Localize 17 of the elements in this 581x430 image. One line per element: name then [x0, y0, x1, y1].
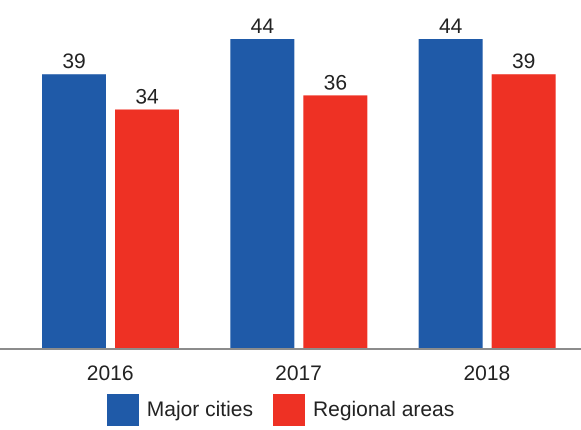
x-tick-label: 2018: [463, 362, 510, 385]
data-label: 44: [250, 15, 274, 38]
data-label: 34: [135, 85, 159, 108]
bar: [303, 95, 368, 349]
x-tick-label: 2017: [275, 362, 322, 385]
data-label: 36: [324, 71, 348, 94]
bar: [492, 74, 556, 349]
x-tick-label: 2016: [86, 362, 134, 385]
data-label: 44: [438, 15, 463, 38]
bar: [418, 39, 483, 349]
bar: [230, 39, 294, 349]
bar: [115, 109, 179, 349]
data-label: 39: [62, 50, 86, 74]
legend-label: Regional areas: [312, 398, 454, 421]
data-label: 39: [512, 50, 536, 74]
bar: [42, 74, 106, 349]
legend-label: Major cities: [146, 398, 253, 421]
